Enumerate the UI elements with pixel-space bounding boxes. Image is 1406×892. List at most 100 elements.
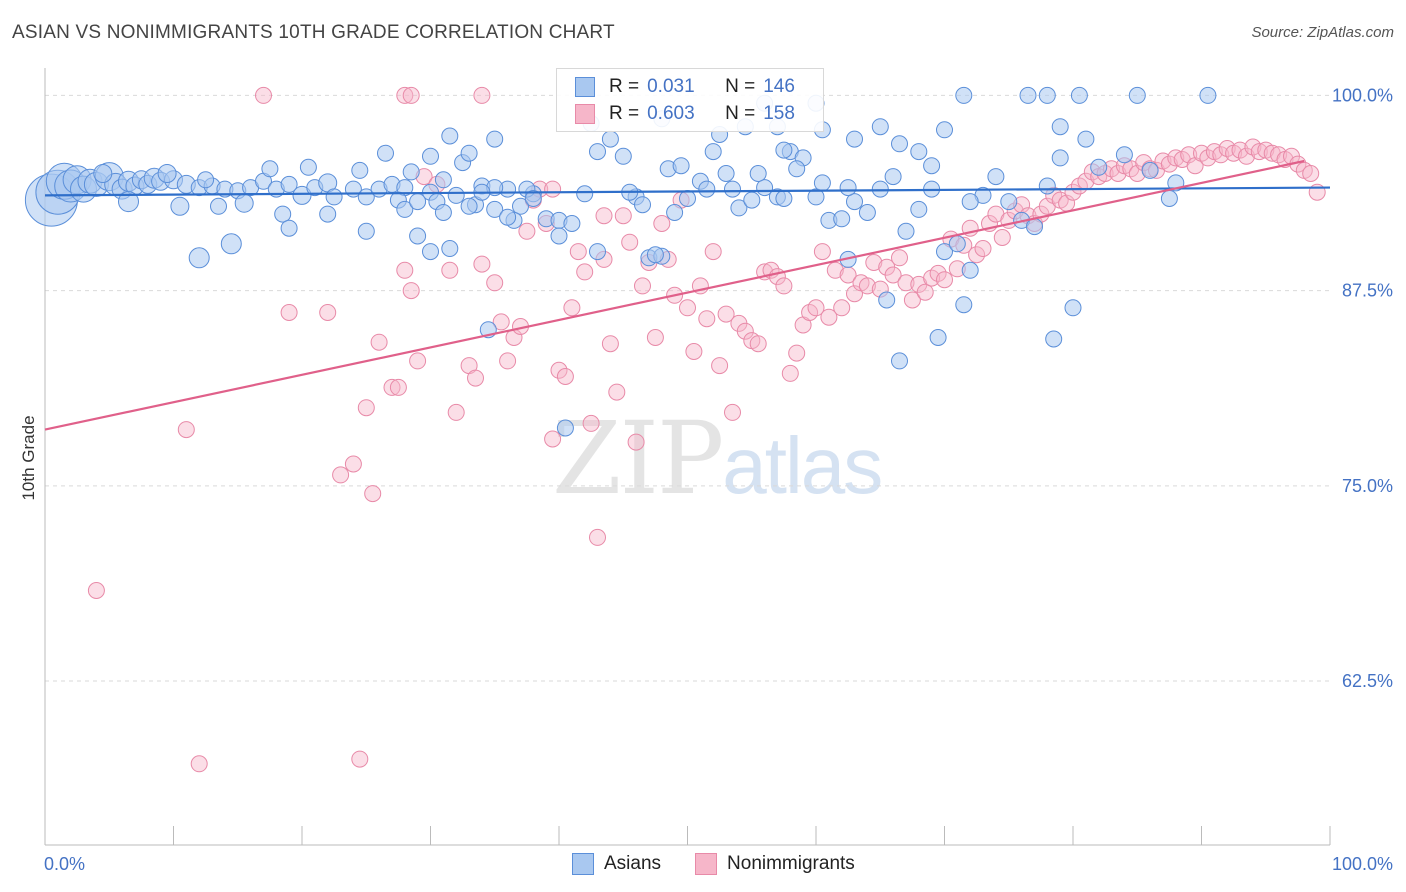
nonimmigrants-point-7 [351, 750, 369, 768]
asians-point-115 [948, 235, 966, 253]
n-value: 146 [763, 76, 795, 97]
nonimmigrants-point-4 [319, 304, 337, 321]
nonimmigrants-point-128 [1160, 155, 1178, 173]
asians-point-64 [396, 200, 414, 218]
nonimmigrants-point-18 [441, 261, 459, 279]
asians-point-50 [93, 164, 113, 183]
asians-point-86 [589, 143, 606, 161]
asians-point-53 [261, 160, 279, 178]
asians-point-99 [743, 191, 761, 209]
asians-point-42 [210, 197, 227, 215]
asians-point-166 [955, 86, 973, 104]
asians-point-173 [961, 193, 979, 211]
nonimmigrants-point-45 [627, 433, 645, 451]
asians-point-78 [486, 130, 504, 148]
nonimmigrants-point-41 [601, 335, 619, 353]
asians-point-175 [1045, 330, 1063, 348]
nonimmigrants-point-34 [556, 368, 574, 385]
nonimmigrants-point-139 [1231, 141, 1249, 159]
asians-point-171 [1199, 86, 1217, 104]
nonimmigrants-point-2 [190, 755, 208, 773]
x-tick-label-0: 0.0% [44, 854, 85, 874]
asians-point-138 [813, 174, 831, 192]
data-points [24, 86, 1326, 773]
nonimmigrants-point-134 [1199, 149, 1217, 167]
nonimmigrants-point-68 [775, 277, 793, 295]
asians-point-71 [220, 233, 242, 255]
nonimmigrants-point-33 [550, 361, 568, 379]
asians-point-127 [1141, 161, 1159, 179]
legend-item-nonimmigrants[interactable]: Nonimmigrants [695, 853, 855, 875]
asians-point-93 [666, 204, 684, 221]
asians-point-79 [499, 208, 517, 226]
nonimmigrants-point-37 [576, 263, 594, 281]
nonimmigrants-point-1 [177, 421, 195, 439]
nonimmigrants-point-129 [1167, 149, 1185, 167]
nonimmigrants-point-57 [704, 243, 722, 261]
nonimmigrants-point-62 [736, 322, 754, 340]
asians-point-107 [846, 193, 863, 211]
asians-point-110 [884, 168, 902, 186]
asians-point-162 [891, 135, 908, 153]
nonimmigrants-point-39 [589, 528, 606, 546]
asians-point-58 [422, 147, 439, 165]
nonimmigrants-point-15 [409, 352, 427, 370]
chart-source: Source: ZipAtlas.com [1251, 24, 1394, 41]
nonimmigrants-point-44 [621, 233, 639, 251]
nonimmigrants-point-54 [685, 343, 703, 360]
asians-point-36 [447, 186, 465, 204]
asians-point-56 [377, 144, 394, 162]
nonimmigrants-point-88 [903, 291, 921, 309]
nonimmigrants-point-87 [897, 274, 915, 292]
asians-point-146 [929, 329, 947, 346]
nonimmigrants-point-46 [634, 277, 651, 295]
legend-label: Asians [604, 853, 662, 874]
nonimmigrants-point-82 [865, 254, 883, 271]
asians-point-170 [1128, 86, 1146, 104]
nonimmigrants-point-75 [820, 308, 838, 326]
nonimmigrants-point-102 [993, 229, 1011, 246]
asians-point-62 [319, 205, 337, 223]
asians-point-123 [1051, 149, 1069, 167]
trend-lines [44, 159, 1331, 431]
asians-point-61 [280, 219, 298, 237]
nonimmigrants-point-35 [563, 299, 581, 317]
asians-point-163 [910, 143, 928, 161]
nonimmigrants-point-13 [396, 261, 414, 279]
nonimmigrants-point-9 [364, 485, 382, 503]
nonimmigrants-legend-swatch [695, 853, 718, 875]
nonimmigrants-point-6 [344, 455, 362, 473]
x-tick-label-1: 100.0% [1332, 854, 1393, 874]
stats-legend: R = 0.031 N = 146 R = 0.603 N = 158 [556, 68, 824, 132]
nonimmigrants-point-99 [974, 240, 992, 257]
asians-point-156 [775, 141, 793, 159]
nonimmigrants-point-155 [473, 86, 491, 104]
nonimmigrants-swatch [575, 104, 595, 124]
nonimmigrants-point-77 [833, 299, 851, 317]
asians-point-98 [730, 199, 748, 217]
asians-point-116 [961, 261, 979, 279]
asians-point-87 [601, 130, 619, 148]
stats-row-asians: R = 0.031 N = 146 [575, 74, 795, 100]
nonimmigrants-point-153 [396, 86, 414, 104]
asians-point-164 [923, 157, 941, 175]
nonimmigrants-point-48 [646, 329, 664, 346]
legend-item-asians[interactable]: Asians [572, 853, 661, 875]
nonimmigrants-point-58 [711, 357, 729, 375]
asians-point-106 [833, 210, 851, 228]
asians-point-126 [1115, 146, 1133, 164]
asians-point-74 [434, 204, 452, 221]
asians-point-26 [280, 175, 298, 193]
asians-point-119 [1000, 193, 1018, 211]
asians-point-57 [402, 163, 420, 181]
asians-point-157 [788, 160, 806, 178]
asians-point-73 [422, 243, 439, 261]
chart-title: ASIAN VS NONIMMIGRANTS 10TH GRADE CORREL… [12, 22, 615, 43]
nonimmigrants-point-19 [447, 403, 465, 421]
nonimmigrants-point-85 [884, 266, 902, 284]
nonimmigrants-point-150 [1302, 165, 1320, 182]
asians-point-124 [1064, 299, 1082, 317]
watermark-zip: ZIP [552, 400, 724, 517]
nonimmigrants-point-60 [724, 403, 741, 421]
